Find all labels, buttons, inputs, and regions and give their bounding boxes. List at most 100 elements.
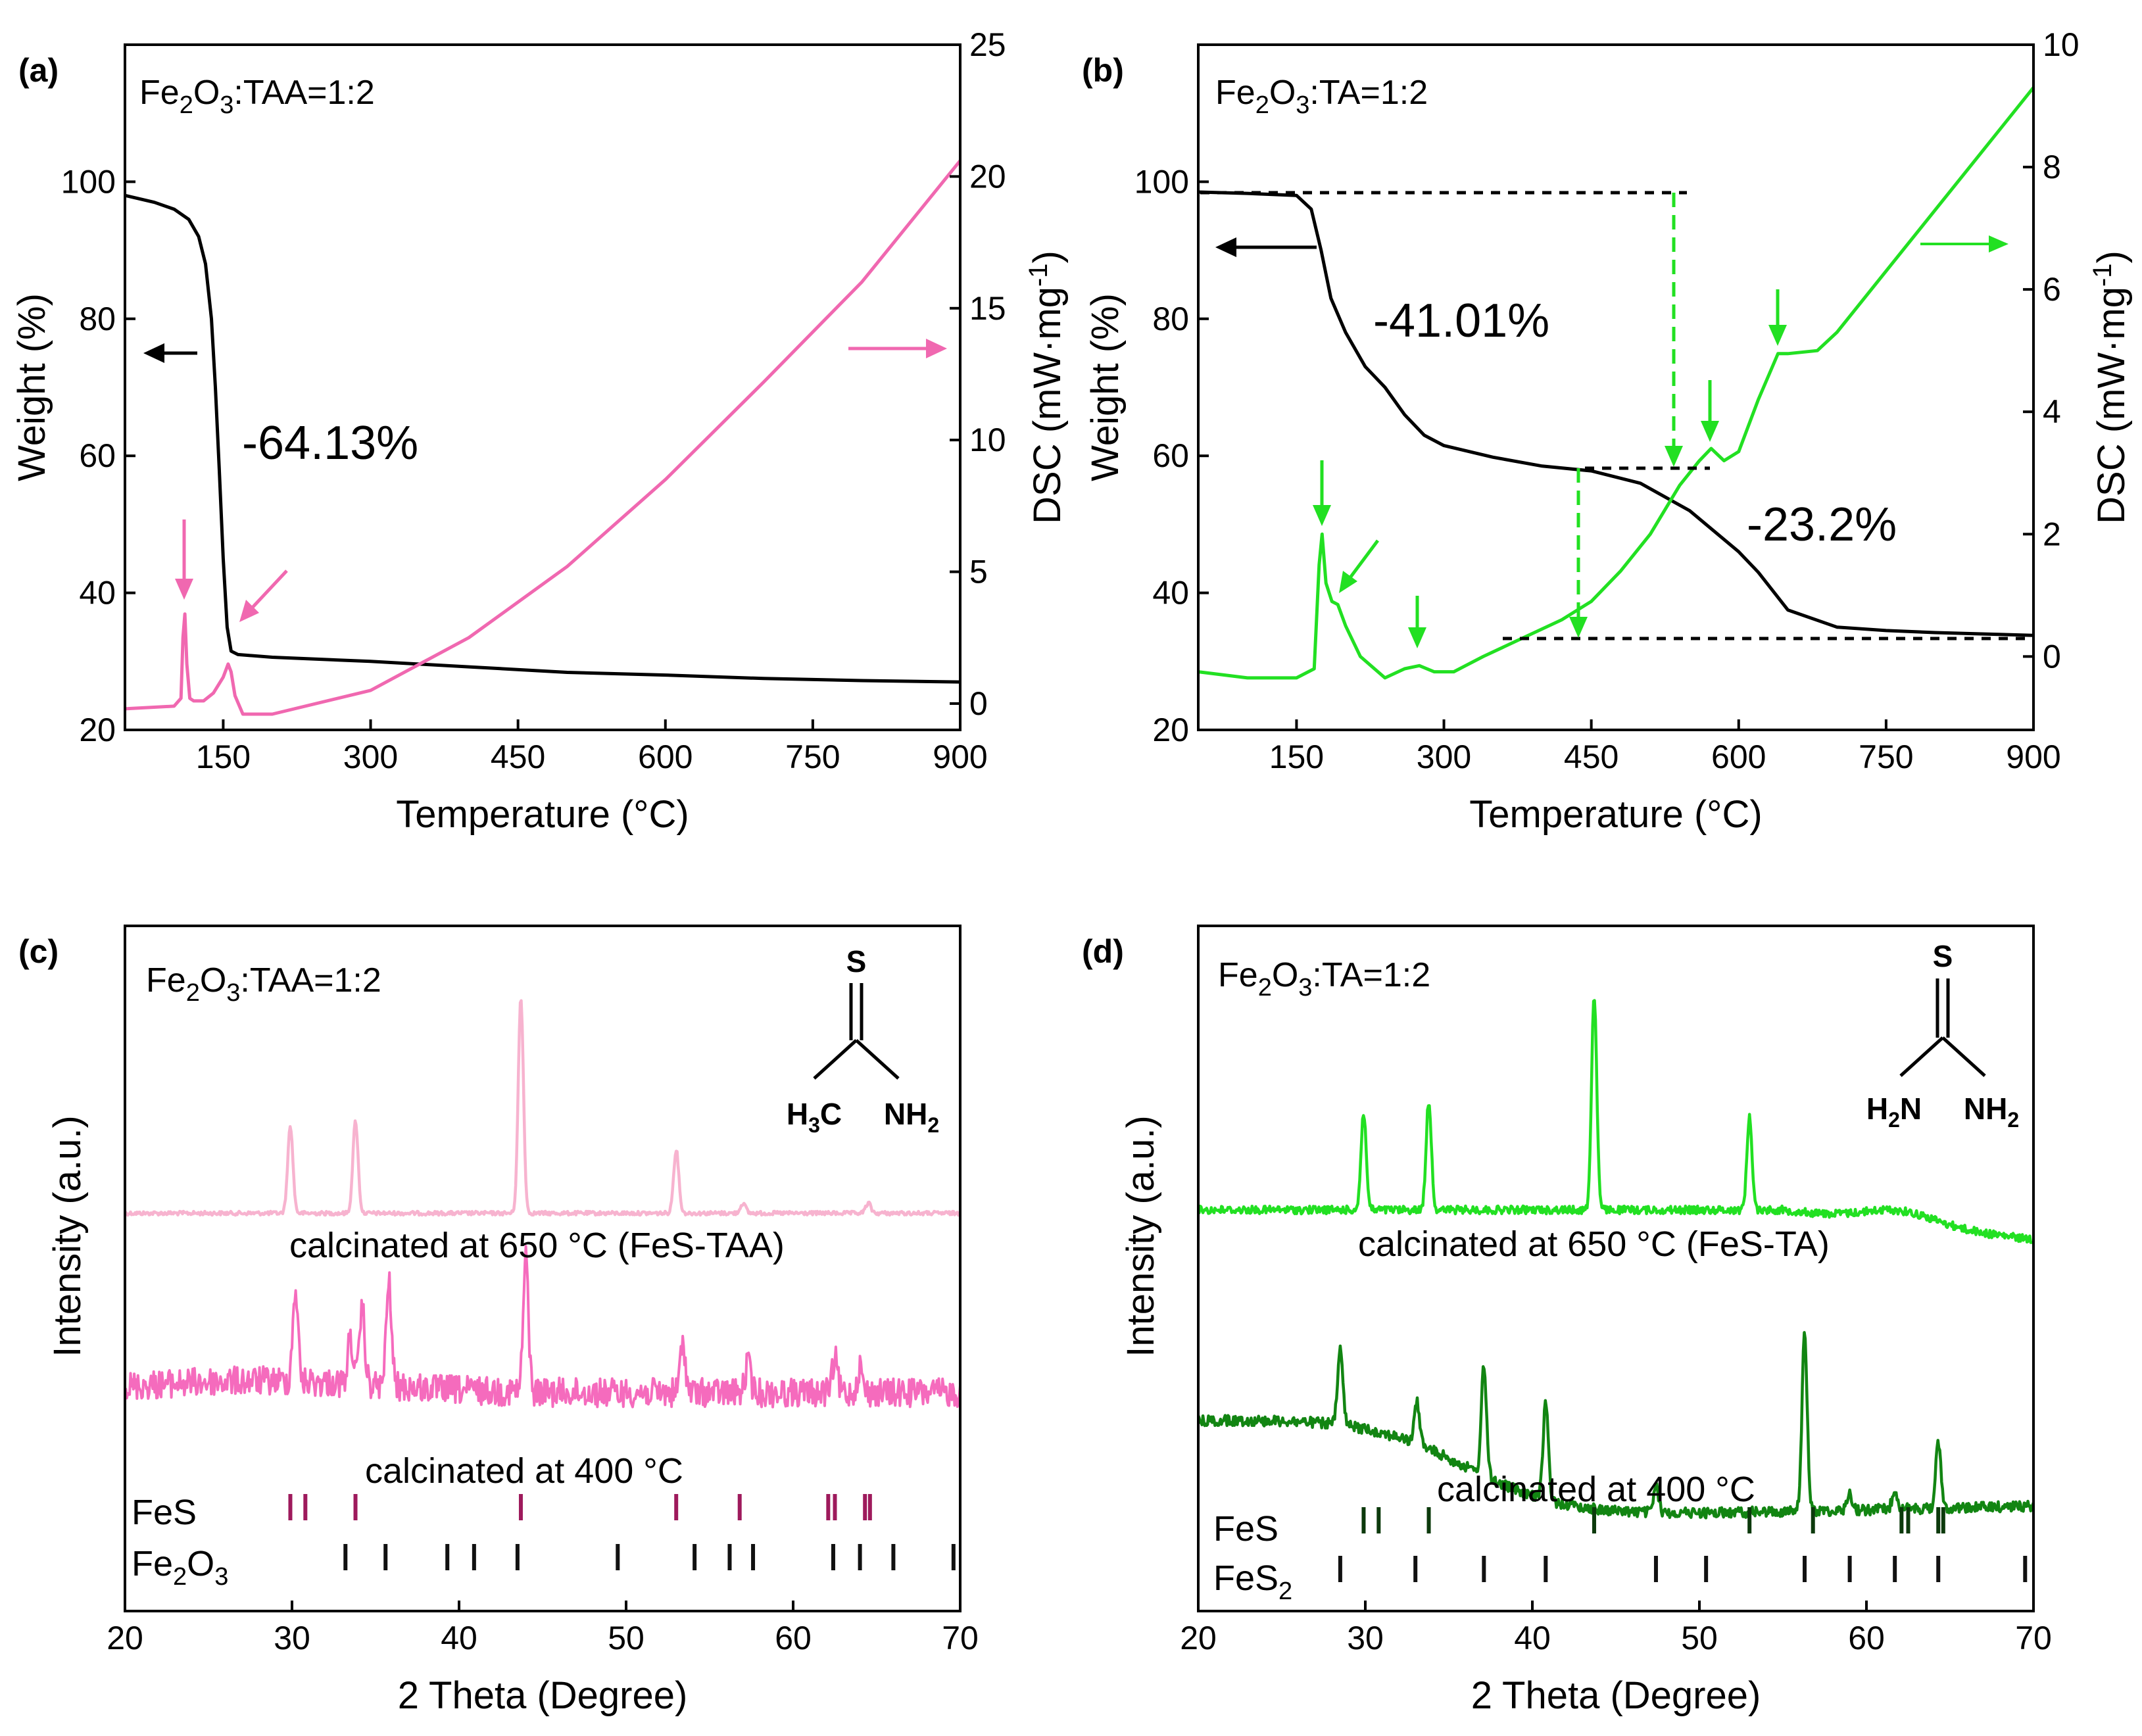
panel-d-series [1196, 999, 2035, 1520]
y-right-tick-label: 8 [2043, 149, 2061, 185]
panel-c-pattern-400 [124, 1245, 961, 1409]
x-tick-label: 20 [1180, 1620, 1217, 1656]
panel-a-peak-arrowhead-2 [239, 600, 259, 622]
panel-a-peak-arrow-2 [247, 569, 288, 613]
x-tick-label: 40 [441, 1620, 477, 1656]
x-tick-label: 450 [491, 738, 545, 775]
ta-sulfur-label: S [1933, 939, 1953, 973]
y-left-tick-label: 40 [1152, 575, 1189, 612]
taa-bond-right [855, 1039, 900, 1080]
panel-a-ticks: 150 300 450 600 750 900 20 40 60 80 100 0 5 10 15 20 25 [61, 26, 1006, 775]
x-tick-label: 600 [638, 738, 693, 775]
panel-c-ylabel: Intensity (a.u.) [46, 1115, 89, 1357]
y-left-tick-label: 60 [79, 437, 116, 474]
thioacetamide-structure: S H3C NH2 [787, 944, 939, 1137]
panel-d-tag: (d) [1082, 933, 1124, 970]
ta-amine-right-label: NH2 [1964, 1092, 2019, 1132]
panel-b-dash-v-2-arrowhead [1569, 617, 1588, 638]
panel-a-weight-axis-arrowhead [143, 343, 164, 363]
x-tick-label: 750 [1859, 738, 1913, 775]
y-left-tick-label: 60 [1152, 437, 1189, 474]
thiourea-structure: S H2N NH2 [1866, 939, 2019, 1132]
x-tick-label: 40 [1514, 1620, 1551, 1656]
panel-b-dsc-axis-arrowhead [1989, 235, 2008, 253]
x-tick-label: 600 [1711, 738, 1766, 775]
panel-a-tag: (a) [18, 52, 59, 89]
panel-a-weight-loss-annotation: -64.13% [242, 417, 418, 470]
x-tick-label: 150 [1269, 738, 1324, 775]
x-tick-label: 900 [2006, 738, 2060, 775]
panel-a-series-dsc [124, 159, 961, 716]
taa-bond-left [813, 1039, 858, 1080]
panel-d-label-400: calcinated at 400 °C [1437, 1470, 1755, 1509]
panel-c-tag: (c) [18, 933, 59, 970]
panel-a-sample-label: Fe2O3:TAA=1:2 [139, 74, 375, 119]
panel-c-ref-fe2o3-label: Fe2O3 [132, 1544, 228, 1591]
y-left-tick-label: 40 [79, 575, 116, 612]
panel-a-xlabel: Temperature (°C) [396, 793, 689, 836]
panel-c-pattern-650 [124, 999, 961, 1217]
ta-bond-right [1941, 1036, 1986, 1077]
ta-bond-left [1899, 1036, 1944, 1077]
panel-b-peak-arrowhead-3 [1408, 627, 1426, 648]
ta-amine-left-label: H2N [1866, 1092, 1922, 1132]
x-tick-label: 60 [1848, 1620, 1885, 1656]
panel-b-sample-label: Fe2O3:TA=1:2 [1215, 74, 1428, 119]
panel-c-xrd-taa: 20 30 40 50 60 70 (c) Fe2O3:TAA=1:2 calcinate… [18, 925, 979, 1717]
panel-b-series-dsc [1198, 86, 2035, 680]
y-right-tick-label: 15 [969, 290, 1006, 327]
x-tick-label: 60 [775, 1620, 812, 1656]
y-left-tick-label: 80 [79, 301, 116, 337]
x-tick-label: 30 [1347, 1620, 1384, 1656]
panel-c-series [124, 999, 961, 1409]
panel-b-dash-v-1-arrowhead [1665, 446, 1683, 467]
panel-b-weight-axis-arrowhead [1215, 237, 1236, 257]
panel-c-ticks: 20 30 40 50 60 70 [107, 1601, 979, 1656]
x-tick-label: 150 [196, 738, 251, 775]
x-tick-label: 20 [107, 1620, 143, 1656]
panel-b-xlabel: Temperature (°C) [1469, 793, 1762, 836]
panel-a-dsc-axis-arrowhead [926, 339, 947, 358]
y-right-tick-label: 10 [2043, 26, 2080, 63]
panel-c-label-650: calcinated at 650 °C (FeS-TAA) [289, 1226, 785, 1265]
panel-c-ref-fes-label: FeS [132, 1493, 197, 1532]
panel-d-reference-bars [1338, 1507, 2028, 1582]
panel-c-label-400: calcinated at 400 °C [365, 1451, 683, 1491]
y-right-tick-label: 4 [2043, 393, 2061, 430]
y-left-tick-label: 100 [61, 163, 116, 200]
y-left-tick-label: 20 [1152, 711, 1189, 748]
panel-a-ylabel-left: Weight (%) [11, 293, 53, 481]
x-tick-label: 300 [1417, 738, 1471, 775]
panel-a-ylabel-right: DSC (mW·mg-1) [1024, 251, 1069, 524]
x-tick-label: 900 [933, 738, 987, 775]
taa-amine-label: NH2 [884, 1097, 939, 1137]
taa-sulfur-label: S [846, 944, 867, 978]
panel-b-peak-arrowhead-4 [1701, 421, 1719, 442]
panel-d-sample-label: Fe2O3:TA=1:2 [1218, 956, 1430, 1001]
panel-d-ticks: 20 30 40 50 60 70 [1180, 1601, 2052, 1656]
y-right-tick-label: 25 [969, 26, 1006, 63]
y-right-tick-label: 5 [969, 554, 988, 591]
panel-b-peak-arrowhead-5 [1768, 325, 1787, 346]
panel-a-frame [124, 43, 961, 731]
y-right-tick-label: 2 [2043, 516, 2061, 552]
x-tick-label: 50 [608, 1620, 645, 1656]
x-tick-label: 70 [942, 1620, 979, 1656]
panel-d-ref-fes2-label: FeS2 [1213, 1558, 1292, 1605]
x-tick-label: 30 [274, 1620, 310, 1656]
panel-d-ref-fes-label: FeS [1213, 1509, 1278, 1549]
panel-d-pattern-400 [1196, 1331, 2035, 1520]
panel-d-frame [1197, 925, 2035, 1612]
panel-b-frame [1197, 43, 2035, 731]
panel-b-weight-loss-annotation-2: -23.2% [1747, 498, 1897, 551]
panel-c-sample-label: Fe2O3:TAA=1:2 [146, 961, 381, 1007]
panel-b-tag: (b) [1082, 52, 1124, 89]
panel-d-xlabel: 2 Theta (Degree) [1471, 1674, 1761, 1717]
y-right-tick-label: 20 [969, 158, 1006, 195]
panel-b-peak-arrow-2 [1345, 539, 1380, 583]
panel-a-series-weight [124, 193, 961, 684]
y-right-tick-label: 0 [969, 685, 988, 722]
x-tick-label: 450 [1564, 738, 1619, 775]
x-tick-label: 300 [343, 738, 398, 775]
